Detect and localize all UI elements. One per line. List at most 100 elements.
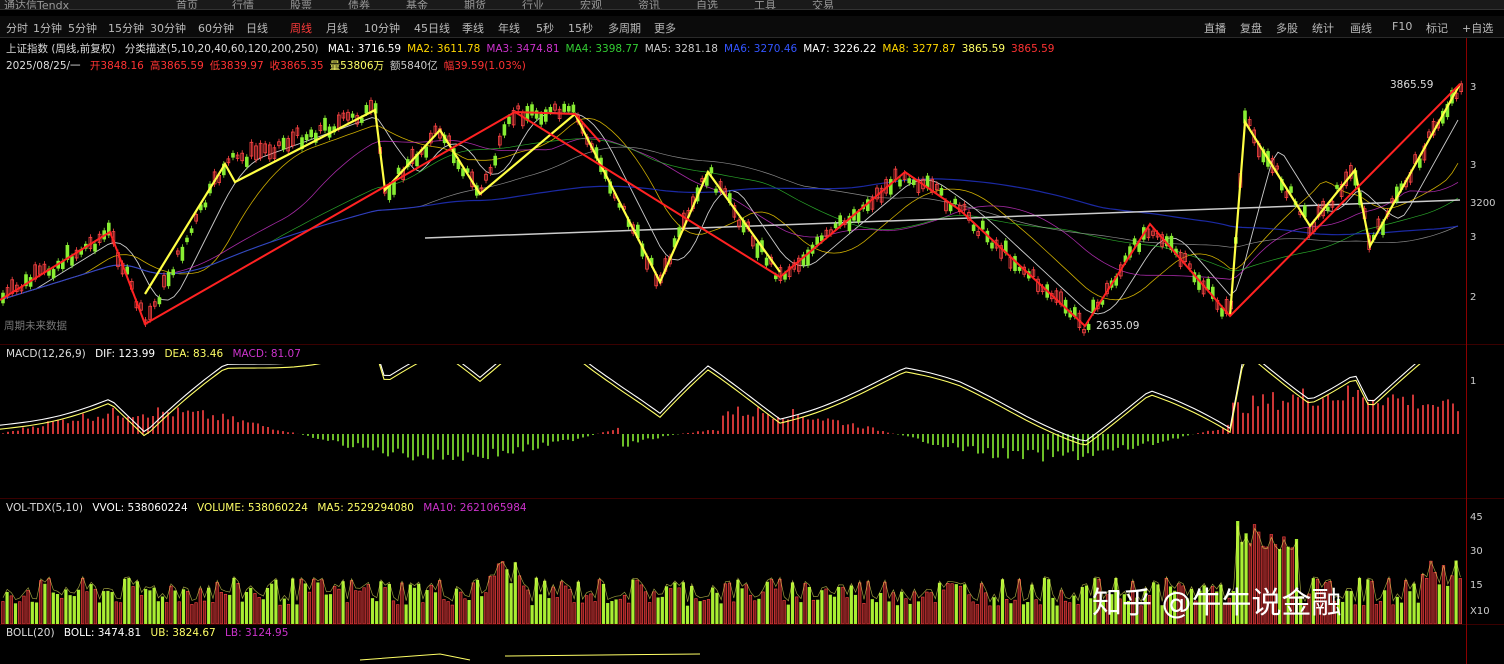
macd-chart[interactable]: [0, 364, 1466, 496]
candle-body: [939, 188, 944, 196]
period-tab[interactable]: 15分钟: [108, 22, 144, 35]
period-tab[interactable]: 45日线: [414, 22, 450, 35]
boll-chart[interactable]: [0, 642, 1466, 664]
volume-bar: [1156, 584, 1160, 624]
candle-body: [107, 222, 111, 236]
candle-body: [148, 305, 153, 321]
volume-bar: [1215, 591, 1219, 624]
top-nav-item[interactable]: 资讯: [638, 0, 660, 10]
volume-bar: [370, 598, 375, 624]
period-tab[interactable]: 日线: [246, 22, 268, 35]
candle-body: [484, 173, 488, 181]
period-tab[interactable]: 1分钟: [33, 22, 62, 35]
top-nav-item[interactable]: 基金: [406, 0, 428, 10]
volume-bar: [1416, 602, 1420, 624]
candle-body: [51, 269, 56, 279]
volume-bar: [1332, 600, 1336, 624]
period-tab[interactable]: 60分钟: [198, 22, 234, 35]
candle-body: [774, 275, 778, 280]
volume-bar: [1147, 595, 1152, 624]
period-tab[interactable]: 更多: [654, 22, 676, 35]
volume-bar: [286, 604, 291, 624]
main-info-line: 上证指数 (周线,前复权) 分类描述(5,10,20,40,60,120,200…: [6, 41, 1066, 56]
toolbar-action[interactable]: 画线: [1350, 22, 1372, 35]
period-tab[interactable]: 周线: [290, 22, 312, 35]
volume-bar: [925, 591, 929, 624]
candle-body: [350, 113, 355, 118]
top-nav-item[interactable]: 股票: [290, 0, 312, 10]
top-nav-item[interactable]: 自选: [696, 0, 718, 10]
volume-bar: [181, 589, 186, 624]
volume-bar: [223, 593, 228, 624]
toolbar-action[interactable]: 统计: [1312, 22, 1334, 35]
volume-bar: [1042, 577, 1047, 624]
volume-chart[interactable]: [0, 518, 1466, 624]
volume-bar: [244, 591, 249, 624]
volume-bar: [1143, 588, 1147, 624]
volume-bar: [173, 590, 177, 624]
volume-bar: [572, 602, 576, 624]
candle-body: [898, 179, 902, 187]
period-tab[interactable]: 月线: [326, 22, 348, 35]
period-tab[interactable]: 多周期: [608, 22, 641, 35]
candle-body: [171, 269, 176, 276]
volume-bar: [1185, 598, 1189, 624]
ma-values: MA1: 3716.59 MA2: 3611.78 MA3: 3474.81 MA4:…: [328, 43, 1061, 55]
volume-bar: [135, 581, 139, 624]
ma-value: MA5: 3281.18: [644, 43, 718, 55]
toolbar-action[interactable]: F10: [1392, 20, 1413, 33]
period-tab[interactable]: 年线: [498, 22, 520, 35]
volume-bar: [769, 579, 774, 624]
volume-bar: [946, 583, 950, 624]
period-tab[interactable]: 10分钟: [364, 22, 400, 35]
top-nav-item[interactable]: 通达信Tendx: [4, 0, 70, 10]
price-chart[interactable]: [0, 72, 1466, 342]
volume-bar: [1000, 579, 1005, 624]
candle-body: [1146, 228, 1151, 239]
candle-body: [1151, 230, 1155, 236]
top-nav-item[interactable]: 首页: [176, 0, 198, 10]
period-tab[interactable]: 5秒: [536, 22, 554, 35]
period-tab[interactable]: 15秒: [568, 22, 593, 35]
axis-tick-label: 1: [1470, 376, 1477, 387]
top-nav-item[interactable]: 行业: [522, 0, 544, 10]
candle-body: [166, 271, 171, 287]
volume-bar: [1404, 580, 1408, 624]
toolbar-action[interactable]: 标记: [1426, 22, 1448, 35]
toolbar-action[interactable]: 直播: [1204, 22, 1226, 35]
volume-bar: [97, 602, 102, 624]
volume-bar: [165, 602, 169, 624]
top-nav-item[interactable]: 期货: [464, 0, 486, 10]
period-tab[interactable]: 30分钟: [150, 22, 186, 35]
candle-body: [267, 144, 272, 160]
axis-tick-label: 3: [1470, 232, 1477, 243]
top-nav-item[interactable]: 宏观: [580, 0, 602, 10]
toolbar-action[interactable]: 复盘: [1240, 22, 1262, 35]
period-tab[interactable]: 分时: [6, 22, 28, 35]
volume-bar: [958, 585, 963, 624]
volume-bar: [400, 582, 404, 624]
period-tab[interactable]: 季线: [462, 22, 484, 35]
axis-tick-label: 3: [1470, 160, 1477, 171]
candle-body: [870, 197, 875, 210]
volume-bar: [883, 581, 887, 624]
top-nav-item[interactable]: 债券: [348, 0, 370, 10]
volume-bar: [664, 586, 669, 624]
volume-bar: [790, 582, 795, 624]
ohlc-value: 幅39.59(1.03%): [443, 60, 526, 72]
volume-bar: [643, 591, 648, 624]
top-nav-item[interactable]: 交易: [812, 0, 834, 10]
top-nav-item[interactable]: 工具: [754, 0, 776, 10]
top-nav-item[interactable]: 行情: [232, 0, 254, 10]
boll-mid: BOLL: 3474.81: [63, 627, 142, 639]
volume-bar: [786, 604, 790, 624]
period-tab[interactable]: 5分钟: [68, 22, 97, 35]
volume-bar: [916, 601, 921, 624]
toolbar-action[interactable]: +自选: [1462, 22, 1494, 35]
volume-bar: [240, 601, 244, 624]
toolbar-action[interactable]: 多股: [1276, 22, 1298, 35]
volume-bar: [316, 582, 320, 624]
volume-bar: [765, 581, 769, 624]
candle-body: [359, 117, 364, 123]
ohlc-value: 额5840亿: [390, 60, 438, 72]
